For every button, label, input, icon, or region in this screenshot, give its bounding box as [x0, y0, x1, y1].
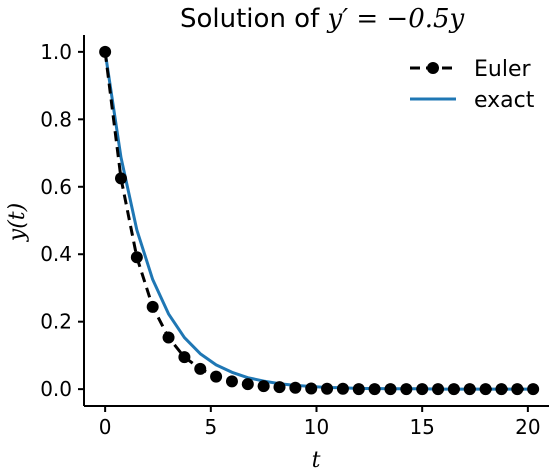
series-euler-point	[130, 251, 143, 264]
series-euler-point	[400, 383, 413, 396]
chart-title: Solution of y′ = −0.5y	[180, 4, 465, 34]
series-euler-point	[210, 370, 223, 383]
series-euler-point	[368, 383, 381, 396]
series-euler-point	[432, 383, 445, 396]
series-euler-point	[305, 382, 318, 395]
series-euler-point	[384, 383, 397, 396]
series-euler-point	[321, 382, 334, 395]
legend-euler-marker	[427, 62, 439, 74]
y-tick-label: 0.8	[40, 107, 72, 131]
x-tick-label: 10	[304, 415, 329, 439]
series-euler-line	[103, 51, 534, 391]
y-tick-label: 0.2	[40, 310, 72, 334]
y-tick-label: 0.0	[40, 377, 72, 401]
series-euler-point	[162, 331, 175, 344]
legend-euler-label: Euler	[474, 57, 531, 82]
y-tick-label: 1.0	[40, 40, 72, 64]
y-tick-label: 0.4	[40, 242, 72, 266]
series-euler-point	[447, 383, 460, 396]
series-euler-point	[416, 383, 429, 396]
series-euler-point	[257, 380, 270, 393]
x-tick-label: 15	[409, 415, 434, 439]
series-euler-point	[194, 362, 207, 375]
series-euler-point	[289, 381, 302, 394]
series-euler-point	[352, 383, 365, 396]
series-euler-point	[114, 172, 127, 185]
chart-title-prefix: Solution of	[180, 4, 328, 34]
series-euler-point	[241, 378, 254, 391]
series-exact-line	[103, 51, 534, 391]
series-euler-point	[495, 383, 508, 396]
series-euler-point	[273, 381, 286, 394]
series-euler-point	[178, 351, 191, 364]
plot-area: 0 5 10 15 20 0.0 0.2 0.4 0.6 0.8 1.0	[40, 35, 549, 439]
series-euler-point	[511, 383, 524, 396]
series-euler-point	[463, 383, 476, 396]
series-euler-point	[479, 383, 492, 396]
y-axis-label: y(t)	[5, 203, 30, 242]
series-euler-point	[527, 383, 540, 396]
y-tick-label: 0.6	[40, 175, 72, 199]
series-euler-point	[336, 382, 349, 395]
series-euler-point	[99, 45, 112, 58]
chart-title-math: y′ = −0.5y	[327, 4, 465, 34]
x-tick-label: 0	[99, 415, 112, 439]
x-tick-label: 20	[515, 415, 540, 439]
series-euler-point	[146, 300, 159, 313]
legend-exact-label: exact	[474, 88, 535, 113]
series-euler-point	[225, 375, 238, 388]
x-axis-label: t	[312, 448, 321, 473]
legend: Euler exact	[410, 57, 535, 113]
x-tick-label: 5	[204, 415, 217, 439]
